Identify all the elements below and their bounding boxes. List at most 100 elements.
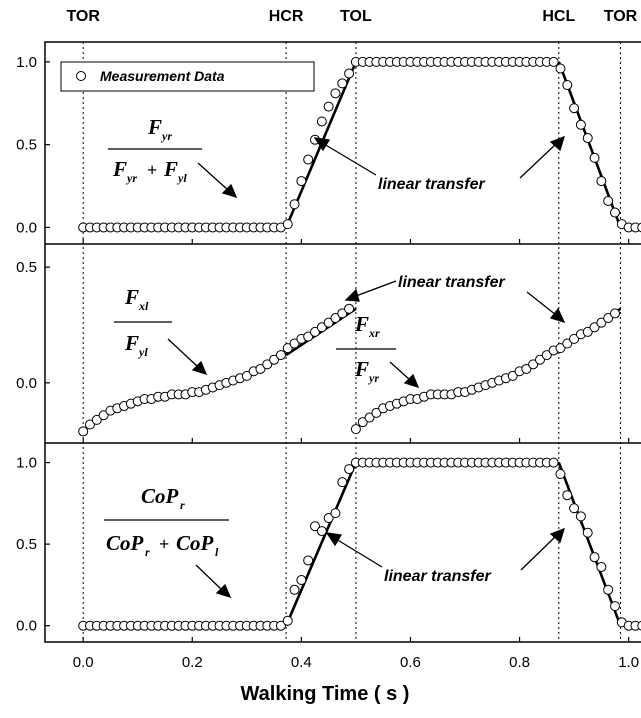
eq4-den-symbol-b: CoP (176, 531, 214, 555)
y-tick-label: 0.5 (16, 536, 37, 553)
eq3-den-subscript: yr (367, 371, 379, 385)
data-point-force-ratio (323, 101, 334, 112)
annotation-arrows (167, 135, 566, 599)
data-point-shear-ratio (303, 331, 314, 342)
y-tick-label: 0.5 (16, 259, 37, 276)
equation-cop-ratio: CoP r CoP r + CoP l (104, 484, 229, 559)
data-point-shear-ratio (528, 359, 539, 370)
data-point-force-ratio (575, 119, 586, 130)
data-point-cop-ratio (637, 620, 641, 631)
data-point-force-ratio (330, 88, 341, 99)
eq2-num-symbol: F (124, 285, 139, 309)
eq3-num-symbol: F (354, 312, 369, 336)
data-point-cop-ratio (575, 511, 586, 522)
legend-marker (76, 71, 86, 81)
data-point-cop-ratio (582, 527, 593, 538)
data-point-force-ratio (569, 103, 580, 114)
data-point-cop-ratio (303, 555, 314, 566)
gait-event-label-hcl: HCL (542, 8, 575, 25)
eq1-num-subscript: yr (160, 129, 172, 143)
data-point-cop-ratio (323, 513, 334, 524)
data-point-shear-ratio (555, 343, 566, 354)
data-point-cop-ratio (610, 601, 620, 612)
equation-force-ratio: F yr F yr + F yl (108, 115, 202, 185)
y-tick-label: 0.0 (16, 219, 37, 236)
equation-left-shear: F xl F yl (114, 285, 172, 359)
arrow-eq2-head (191, 360, 208, 376)
plot-frame (44, 41, 641, 643)
data-point-shear-ratio (610, 308, 620, 319)
eq4-den-symbol-a: CoP (106, 531, 144, 555)
data-point-cop-ratio (310, 521, 320, 532)
data-point-shear-ratio (535, 354, 545, 365)
arrow-lt2b-head (549, 307, 566, 324)
data-point-cop-ratio (275, 620, 286, 631)
x-tick-label: 0.2 (182, 654, 203, 671)
legend-box (60, 61, 315, 92)
data-point-shear-ratio (337, 308, 348, 319)
eq4-plus: + (159, 534, 169, 554)
arrow-eq3-head (403, 373, 420, 389)
eq2-den-symbol: F (124, 331, 139, 355)
x-tick-label: 1.0 (618, 654, 639, 671)
arrow-lt2a-head (344, 288, 360, 302)
eq4-num-subscript: r (180, 498, 185, 512)
data-point-shear-ratio (350, 424, 361, 435)
equation-right-shear: F xr F yr (336, 312, 396, 385)
data-point-cop-ratio (569, 503, 580, 514)
data-point-force-ratio (344, 68, 355, 79)
gait-event-label-hcr: HCR (269, 8, 304, 25)
arrow-eq2-line (167, 338, 199, 368)
data-point-shear-ratio (344, 303, 355, 314)
data-point-force-ratio (589, 152, 600, 163)
data-point-shear-ratio (589, 322, 600, 333)
fit-line-cop-ratio-0 (284, 462, 358, 627)
data-point-cop-ratio (296, 575, 307, 586)
eq1-den-subscript-b: yl (176, 171, 187, 185)
data-point-shear-ratio (357, 417, 368, 428)
arrow-eq3-line (389, 361, 411, 381)
arrow-lt2b-line (526, 291, 557, 316)
arrow-eq1-line (197, 162, 229, 191)
data-point-shear-ratio (364, 412, 375, 423)
data-point-force-ratio (555, 63, 566, 74)
eq1-den-symbol-a: F (112, 157, 127, 181)
legend: Measurement Data (60, 61, 315, 92)
eq2-den-subscript: yl (137, 345, 148, 359)
data-point-shear-ratio (521, 363, 532, 374)
arrow-eq4-line (195, 564, 223, 591)
data-point-cop-ratio (596, 561, 607, 572)
arrow-lt3a-head (325, 532, 343, 547)
annotation-linear-transfer-2: linear transfer (398, 274, 505, 291)
data-point-shear-ratio (289, 338, 300, 349)
eq1-plus: + (147, 160, 157, 180)
data-point-cop-ratio (316, 526, 327, 537)
data-point-cop-ratio (589, 552, 600, 563)
data-point-shear-ratio (91, 414, 102, 425)
data-point-shear-ratio (255, 363, 266, 374)
y-tick-label: 1.0 (16, 455, 37, 472)
data-point-cop-ratio (282, 615, 293, 626)
data-point-shear-ratio (569, 333, 580, 344)
data-point-force-ratio (303, 154, 314, 165)
data-point-shear-ratio (98, 410, 109, 421)
data-point-cop-ratio (344, 464, 355, 475)
data-point-shear-ratio (541, 350, 552, 361)
data-point-cop-ratio (603, 584, 614, 595)
x-tick-label: 0.0 (73, 654, 94, 671)
data-point-shear-ratio (275, 350, 286, 361)
legend-label: Measurement Data (100, 68, 225, 84)
gait-event-label-tol: TOL (340, 8, 372, 25)
data-point-shear-ratio (596, 317, 607, 328)
eq1-num-symbol: F (147, 115, 162, 139)
arrow-lt3a-line (335, 538, 383, 568)
eq3-num-subscript: xr (368, 326, 380, 340)
data-point-force-ratio (316, 116, 327, 127)
measurement-markers (78, 56, 641, 631)
arrow-lt1a-line (323, 143, 377, 176)
data-point-shear-ratio (603, 313, 614, 324)
data-point-cop-ratio (548, 457, 559, 468)
data-point-shear-ratio (323, 317, 334, 328)
gait-event-label-tor-end: TOR (604, 8, 638, 25)
